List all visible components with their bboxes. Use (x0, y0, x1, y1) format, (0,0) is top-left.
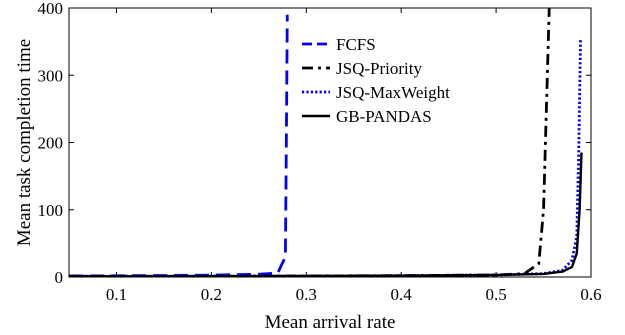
x-tick-label: 0.2 (201, 285, 222, 304)
y-tick-label: 300 (38, 66, 64, 85)
y-tick-label: 100 (38, 201, 64, 220)
axes: 0.1 0.2 0.3 0.4 0.5 0.6 0 100 200 300 400 (38, 0, 602, 304)
legend-label-fcfs: FCFS (336, 35, 376, 54)
x-tick-label: 0.3 (296, 285, 317, 304)
x-tick-label: 0.5 (485, 285, 506, 304)
series-line-gb-pandas (69, 152, 583, 277)
y-tick-label: 400 (38, 0, 64, 18)
y-tick-label: 0 (55, 268, 64, 287)
legend-label-jsq-maxweight: JSQ-MaxWeight (336, 83, 450, 102)
x-axis-label: Mean arrival rate (265, 312, 396, 333)
series-line-fcfs (69, 14, 289, 277)
legend-label-jsq-priority: JSQ-Priority (336, 59, 422, 78)
y-tick-label: 200 (38, 134, 64, 153)
series-line-jsq-priority (69, 8, 551, 277)
legend: FCFS JSQ-Priority JSQ-MaxWeight GB-PANDAS (302, 35, 450, 126)
plot-lines (69, 8, 583, 277)
x-tick-label: 0.4 (391, 285, 413, 304)
plot-frame (68, 7, 592, 278)
x-tick-label: 0.1 (106, 285, 127, 304)
legend-label-gb-pandas: GB-PANDAS (336, 107, 432, 126)
x-tick-label: 0.6 (580, 285, 601, 304)
series-line-jsq-maxweight (69, 38, 582, 277)
y-axis-label: Mean task completion time (14, 39, 35, 246)
